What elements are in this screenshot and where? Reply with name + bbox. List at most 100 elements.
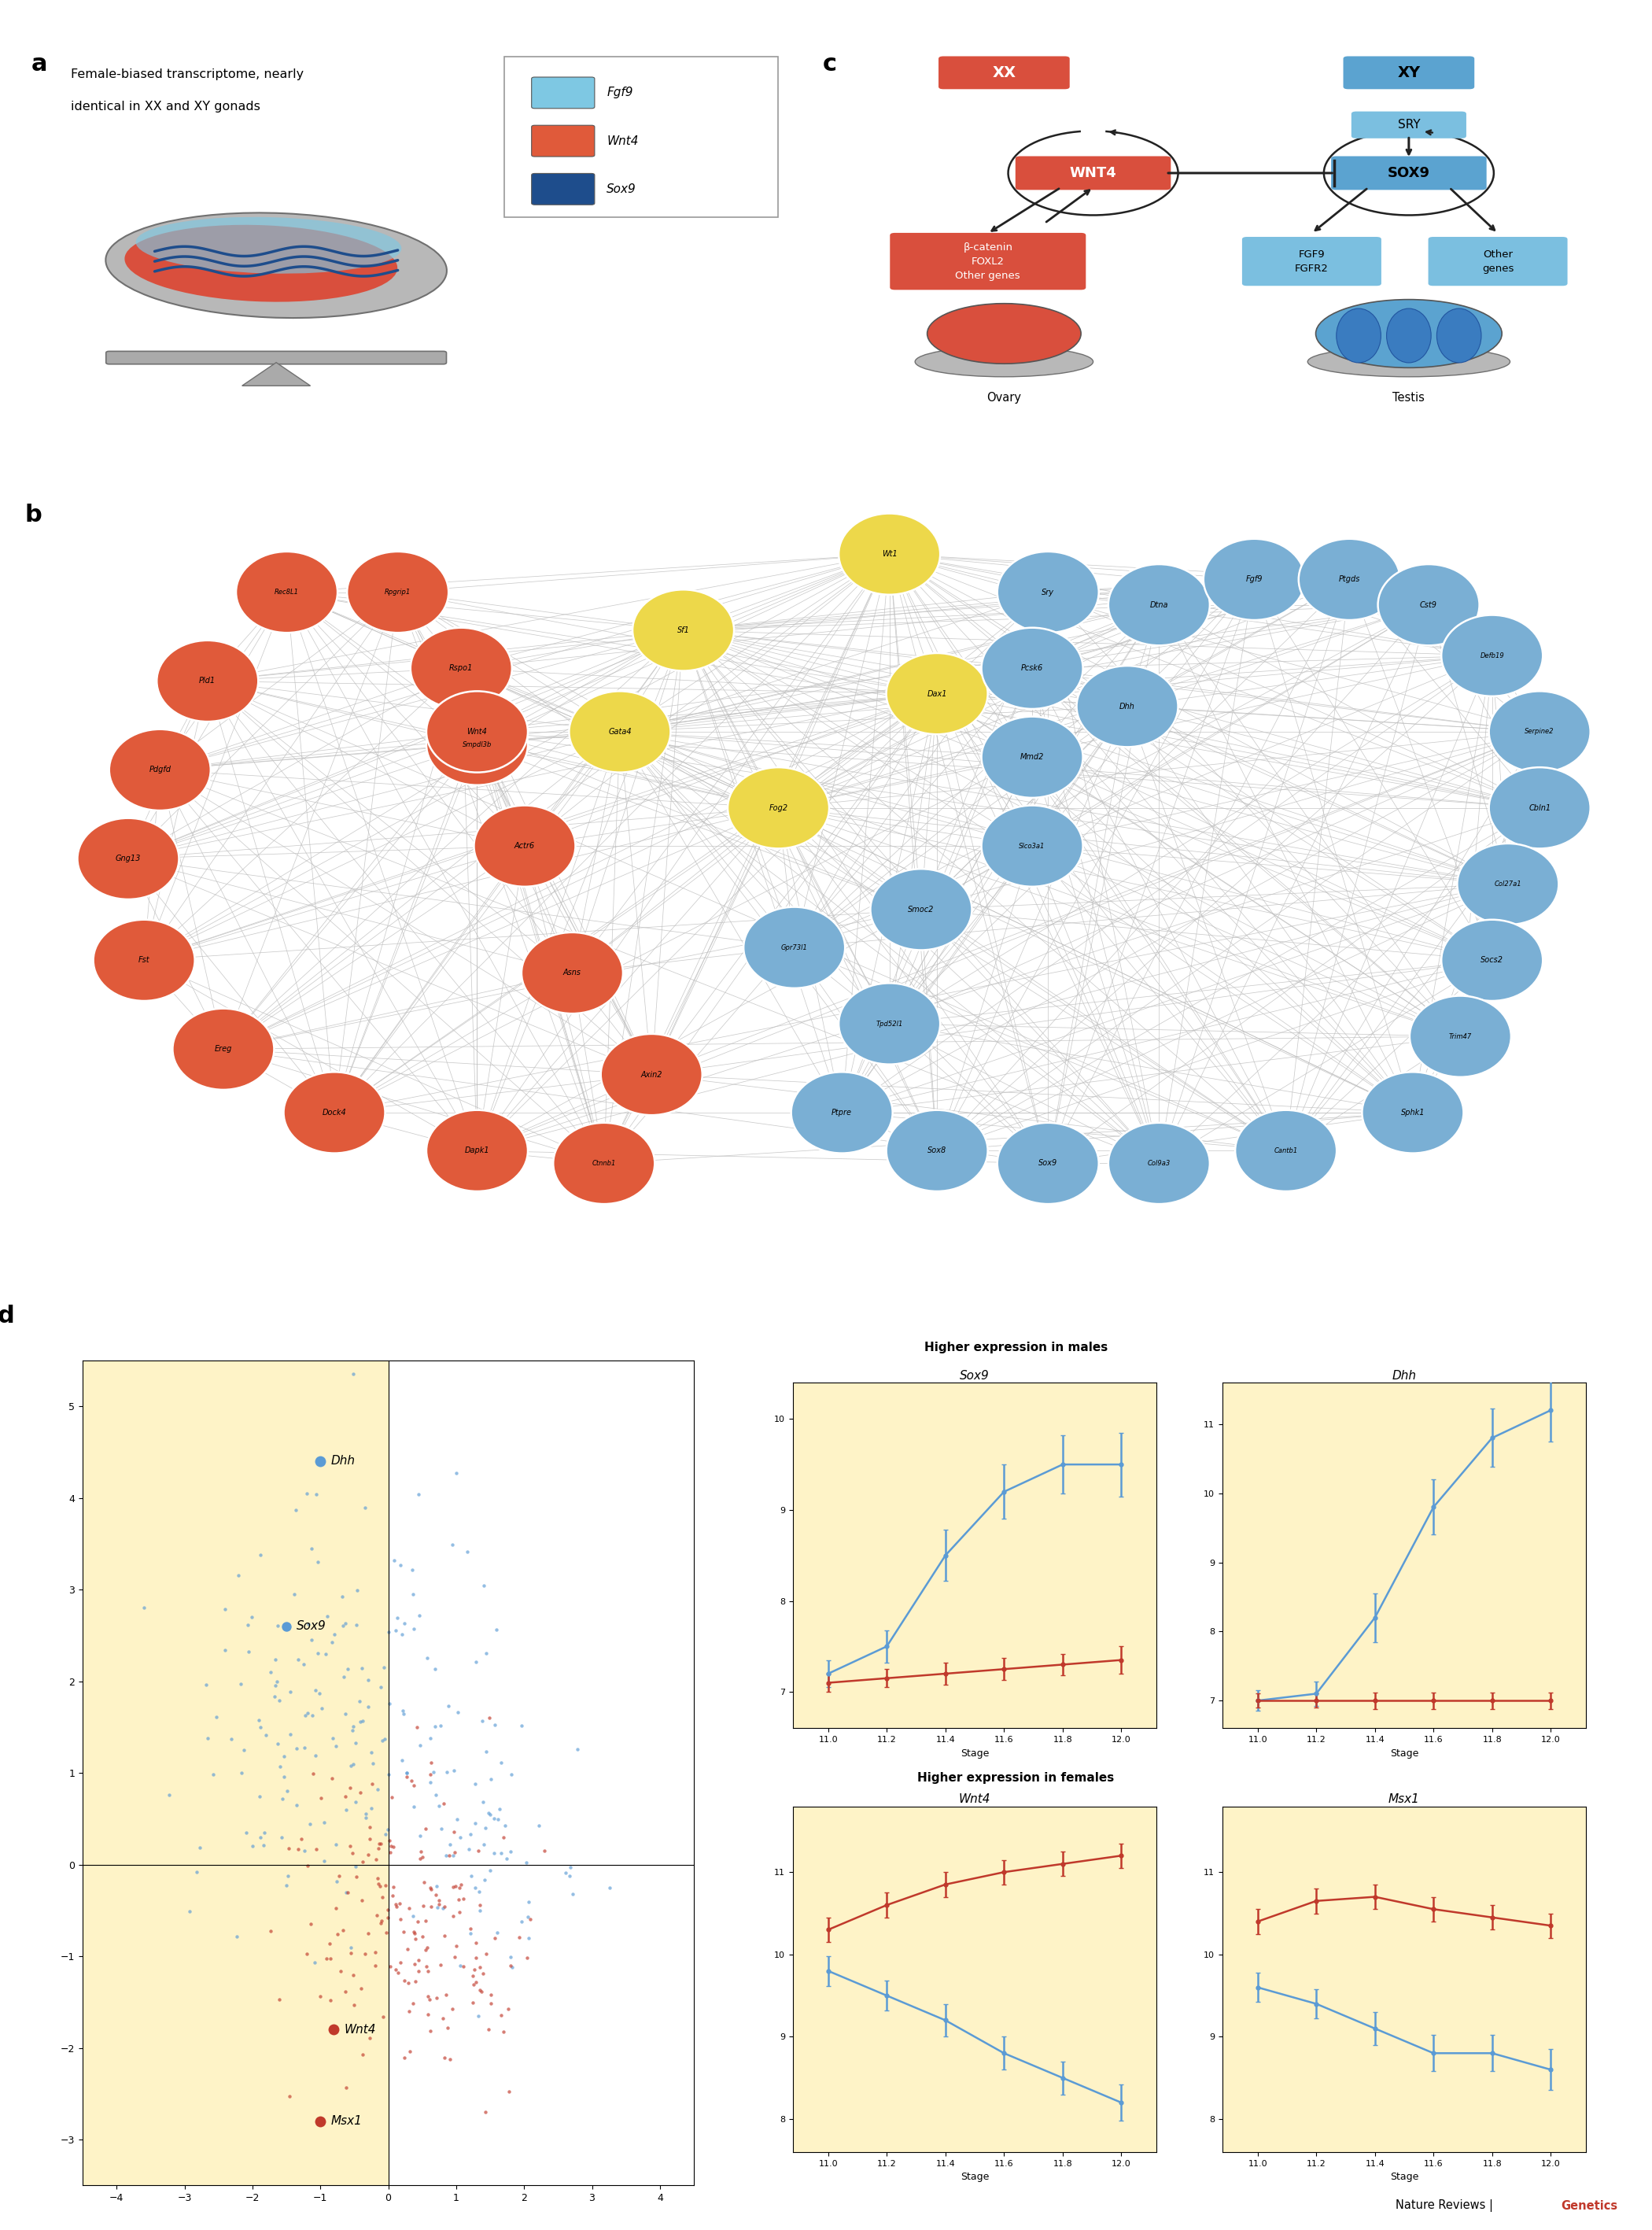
Point — [471, 1784, 497, 1820]
X-axis label: Stage: Stage — [960, 2172, 990, 2183]
Circle shape — [871, 870, 971, 950]
Point — [339, 1936, 365, 1971]
Circle shape — [236, 551, 337, 633]
Circle shape — [172, 1008, 274, 1090]
Bar — [83, 1360, 388, 2185]
Point — [357, 1809, 383, 1844]
Point — [410, 1864, 436, 1900]
Point — [449, 1949, 476, 1985]
Point — [418, 1744, 444, 1780]
Circle shape — [553, 1122, 654, 1204]
Ellipse shape — [915, 346, 1094, 377]
Point — [433, 1755, 459, 1791]
Point — [481, 1835, 507, 1871]
Point — [367, 1668, 393, 1704]
Point — [390, 1693, 416, 1728]
Point — [491, 2014, 517, 2049]
Circle shape — [1077, 667, 1178, 747]
Point — [387, 1887, 413, 1922]
Text: Wt1: Wt1 — [882, 551, 897, 558]
Point — [444, 1695, 471, 1730]
Point — [193, 1666, 220, 1701]
Point — [476, 1853, 502, 1889]
Point — [289, 1822, 316, 1858]
Text: Higher expression in males: Higher expression in males — [923, 1342, 1108, 1354]
Point — [418, 1871, 444, 1907]
Point — [317, 1924, 344, 1960]
Text: Socs2: Socs2 — [1480, 957, 1503, 963]
Text: Rec8L1: Rec8L1 — [274, 589, 299, 595]
Point — [291, 1833, 317, 1869]
Point — [155, 1777, 182, 1813]
Point — [441, 1938, 468, 1974]
Point — [426, 1788, 453, 1824]
Text: Dtna: Dtna — [1150, 600, 1168, 609]
Point — [314, 1599, 340, 1635]
Point — [468, 1887, 494, 1922]
Point — [200, 1757, 226, 1793]
Ellipse shape — [1336, 308, 1381, 363]
Ellipse shape — [135, 216, 401, 274]
Point — [400, 1788, 426, 1824]
Text: Testis: Testis — [1393, 392, 1426, 404]
Text: Nature Reviews |: Nature Reviews | — [1396, 2199, 1497, 2212]
Circle shape — [1298, 540, 1401, 620]
Point — [337, 1771, 363, 1806]
Point — [416, 2014, 443, 2049]
Point — [481, 1802, 507, 1838]
Circle shape — [743, 908, 846, 988]
Point — [476, 1795, 502, 1831]
Point — [509, 1708, 535, 1744]
Circle shape — [998, 1122, 1099, 1204]
Point — [471, 1826, 497, 1862]
Point — [294, 1476, 320, 1512]
Point — [401, 1768, 428, 1804]
Point — [463, 1644, 489, 1679]
Text: Fgf9: Fgf9 — [1246, 575, 1262, 584]
FancyBboxPatch shape — [1016, 156, 1171, 190]
Text: Wnt4: Wnt4 — [468, 727, 487, 736]
Point — [387, 1548, 413, 1583]
Point — [439, 1898, 466, 1933]
Point — [218, 1722, 244, 1757]
Point — [454, 1534, 481, 1570]
Point — [297, 1530, 324, 1565]
Point — [340, 1746, 367, 1782]
Point — [515, 1884, 542, 1920]
Point — [463, 1806, 489, 1842]
Point — [401, 1947, 428, 1982]
Point — [347, 1704, 373, 1739]
Text: Slco3a1: Slco3a1 — [1019, 843, 1046, 850]
Point — [416, 1869, 443, 1904]
Point — [370, 1650, 396, 1686]
Circle shape — [474, 805, 575, 888]
Point — [553, 1855, 580, 1891]
Point — [271, 1739, 297, 1775]
Circle shape — [998, 551, 1099, 633]
Point — [392, 1962, 418, 1998]
Point — [235, 1608, 261, 1644]
Point — [312, 1637, 339, 1672]
Point — [436, 1826, 463, 1862]
Circle shape — [727, 767, 829, 850]
Point — [311, 1804, 337, 1840]
Point — [448, 1867, 474, 1902]
Text: b: b — [25, 504, 43, 526]
Point — [211, 1632, 238, 1668]
Point — [320, 1722, 347, 1757]
Point — [322, 1891, 349, 1927]
Point — [532, 1833, 558, 1869]
Text: d: d — [0, 1305, 15, 1327]
Point — [228, 1755, 254, 1791]
Point — [560, 1875, 586, 1911]
Point — [228, 1666, 254, 1701]
Point — [472, 1635, 499, 1670]
Point — [334, 1793, 360, 1829]
Point — [444, 1802, 471, 1838]
Point — [487, 1998, 514, 2034]
Point — [278, 1717, 304, 1753]
Point — [352, 1936, 378, 1971]
Point — [248, 1708, 274, 1744]
Point — [393, 1755, 420, 1791]
Point — [304, 1635, 330, 1670]
